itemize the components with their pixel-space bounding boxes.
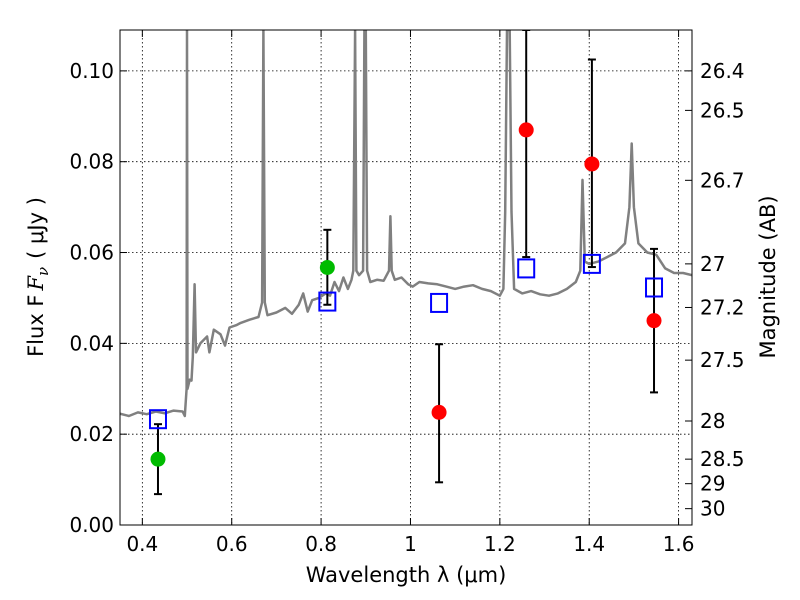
model-spectrum (120, 30, 692, 418)
y2-tick-label: 28.5 (700, 447, 745, 471)
y2-tick-label: 27.2 (700, 295, 745, 319)
y-axis-label-main: Flux F (24, 295, 48, 357)
x-tick-label: 0.8 (305, 532, 337, 556)
y2-axis-label: Magnitude (AB) (756, 195, 780, 358)
nir-point (584, 156, 600, 172)
model-square (645, 277, 664, 298)
y2-tick-label: 28 (700, 409, 725, 433)
nir-point (518, 122, 534, 138)
x-tick-label: 1.4 (573, 532, 605, 556)
optical-point (150, 451, 166, 467)
x-axis-label: Wavelength λ (μm) (306, 563, 507, 587)
model-square (148, 409, 167, 430)
y-tick-label: 0.10 (69, 59, 114, 83)
y-axis-label-unit: ( μJy ) (24, 197, 48, 259)
error-bars (153, 30, 659, 496)
spectrum-line (120, 30, 692, 418)
data-points (148, 122, 664, 467)
nir-point (431, 404, 447, 420)
optical-point (319, 260, 335, 276)
y-axis-label: Flux FFν( μJy ) (24, 197, 52, 357)
x-tick-label: 1.6 (663, 532, 695, 556)
x-tick-label: 1.2 (484, 532, 516, 556)
y2-tick-label: 27.5 (700, 348, 745, 372)
y2-tick-label: 26.5 (700, 98, 745, 122)
y-tick-label: 0.00 (69, 513, 114, 537)
y-axis-label-subscript: ν (34, 267, 52, 276)
plot-frame (119, 29, 693, 526)
x-tick-label: 0.4 (126, 532, 158, 556)
y-axis-ticks: 0.00 0.02 0.04 0.06 0.08 0.10 (69, 59, 127, 537)
model-square (517, 258, 536, 279)
y2-tick-label: 26.7 (700, 168, 745, 192)
x-tick-label: 0.6 (216, 532, 248, 556)
y-tick-label: 0.06 (69, 241, 114, 265)
y-tick-label: 0.02 (69, 422, 114, 446)
y2-tick-label: 26.4 (700, 59, 745, 83)
y-tick-label: 0.08 (69, 150, 114, 174)
nir-point (646, 313, 662, 329)
model-square (430, 292, 449, 313)
model-square (318, 291, 337, 312)
x-tick-label: 1 (404, 532, 417, 556)
y2-tick-label: 29 (700, 472, 725, 496)
grid-lines (120, 30, 692, 526)
y2-tick-label: 30 (700, 497, 725, 521)
model-square (582, 253, 601, 274)
x-axis-ticks: 0.4 0.6 0.8 1 1.2 1.4 1.6 (126, 30, 695, 556)
y2-tick-label: 27 (700, 252, 725, 276)
y-tick-label: 0.04 (69, 331, 114, 355)
